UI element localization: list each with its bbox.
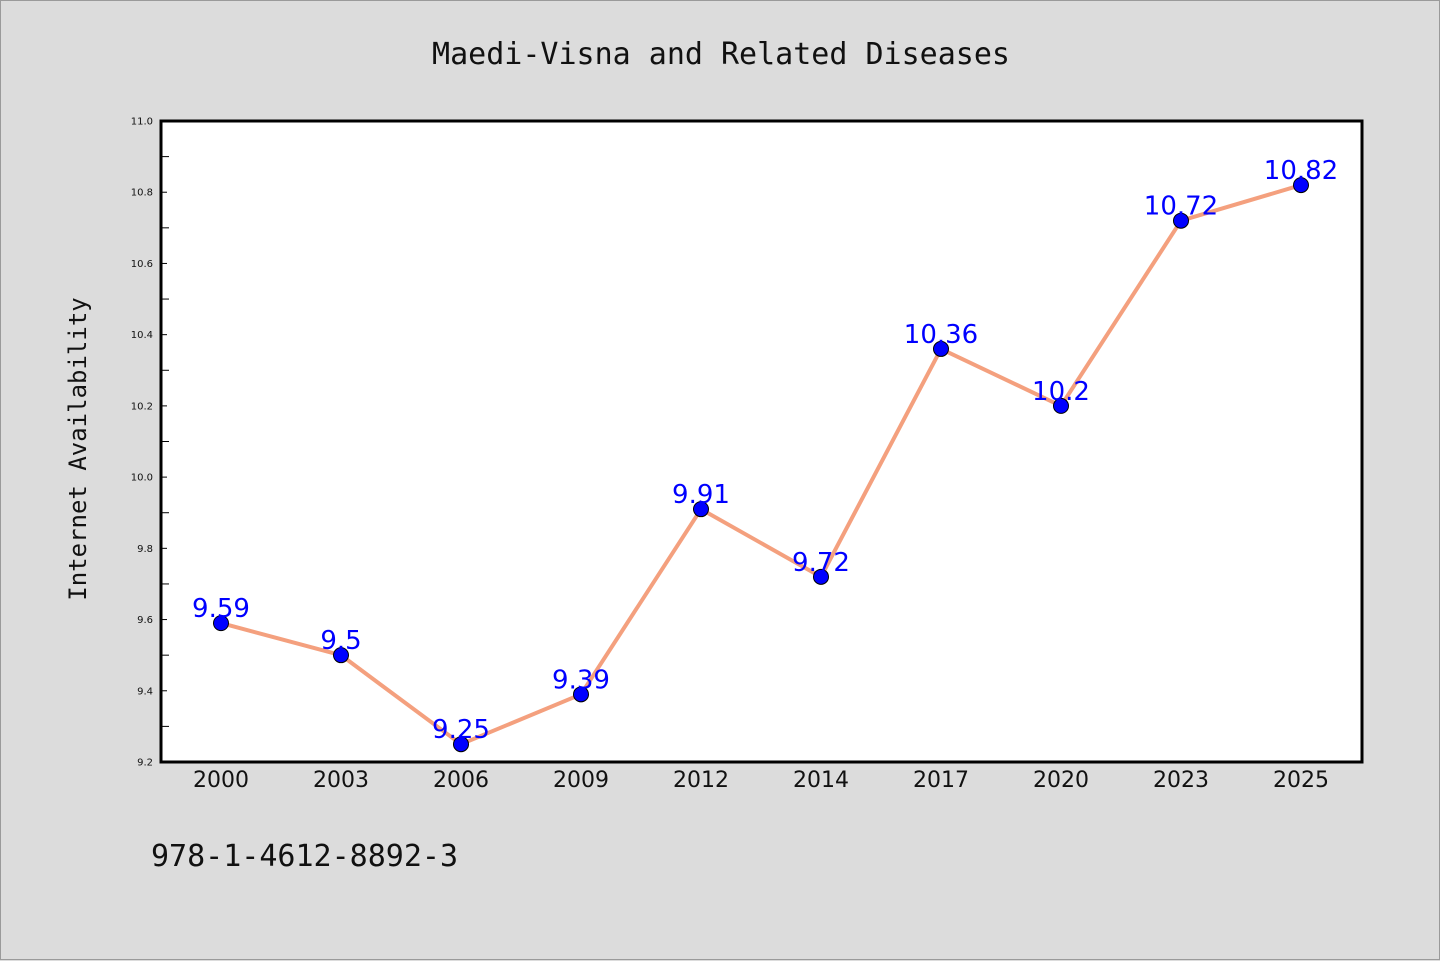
data-label: 9.72: [792, 548, 850, 578]
series-line-path: [219, 183, 1303, 747]
data-point-marker: [573, 686, 589, 703]
y-tick-label: 9.8: [137, 544, 153, 555]
y-axis-label: Internet Availability: [64, 297, 92, 600]
data-label: 10.2: [1032, 377, 1090, 407]
x-tick-label: 2003: [313, 768, 369, 793]
x-tick-label: 2009: [553, 768, 609, 793]
chart-title: Maedi-Visna and Related Diseases: [432, 37, 1010, 72]
y-tick-label: 10.4: [131, 330, 153, 341]
data-label: 10.72: [1144, 192, 1218, 222]
data-point-marker: [813, 568, 829, 585]
x-tick-label: 2012: [673, 768, 729, 793]
x-tick-label: 2000: [193, 768, 249, 793]
data-point-marker: [933, 340, 949, 357]
y-tick-label: 10.0: [131, 473, 153, 484]
axis-ticks: 9.2 9.4 9.6 9.8 10.0 10.2 10.4 10.6 10.8 11.0 2000…: [131, 117, 1329, 794]
plot-area: [161, 121, 1362, 762]
x-tick-label: 2020: [1033, 768, 1089, 793]
data-point-marker: [453, 736, 469, 753]
x-tick-label: 2025: [1273, 768, 1329, 793]
data-label: 10.36: [904, 320, 978, 350]
y-tick-label: 9.2: [137, 758, 153, 769]
y-tick-label: 10.8: [131, 188, 153, 199]
y-tick-label: 10.6: [131, 259, 153, 270]
series-line: [219, 183, 1303, 747]
data-point-marker: [213, 615, 229, 632]
data-point-marker: [1053, 397, 1069, 414]
data-point-marker: [693, 501, 709, 518]
x-tick-label: 2017: [913, 768, 969, 793]
y-tick-label: 9.4: [137, 686, 153, 697]
x-tick-label: 2023: [1153, 768, 1209, 793]
y-tick-label: 10.2: [131, 401, 153, 412]
data-label: 9.59: [192, 594, 250, 624]
data-point-marker: [333, 647, 349, 664]
data-label: 9.25: [432, 715, 490, 745]
data-labels: 9.59 9.5 9.25 9.39 9.91 9.72 10.36 10.2 10.72 10.…: [192, 156, 1338, 745]
data-label: 9.91: [672, 480, 730, 510]
series-markers: [213, 177, 1309, 753]
plot-border: [159, 119, 1364, 764]
y-tick-label: 11.0: [131, 117, 153, 128]
x-tick-label: 2014: [793, 768, 849, 793]
y-tick-label: 9.6: [137, 615, 153, 626]
data-point-marker: [1173, 212, 1189, 229]
data-point-marker: [1293, 177, 1309, 194]
isbn-footer: 978-1-4612-8892-3: [151, 839, 458, 874]
x-tick-label: 2006: [433, 768, 489, 793]
data-label: 9.39: [552, 665, 610, 695]
data-label: 10.82: [1264, 156, 1338, 186]
data-label: 9.5: [320, 626, 361, 656]
